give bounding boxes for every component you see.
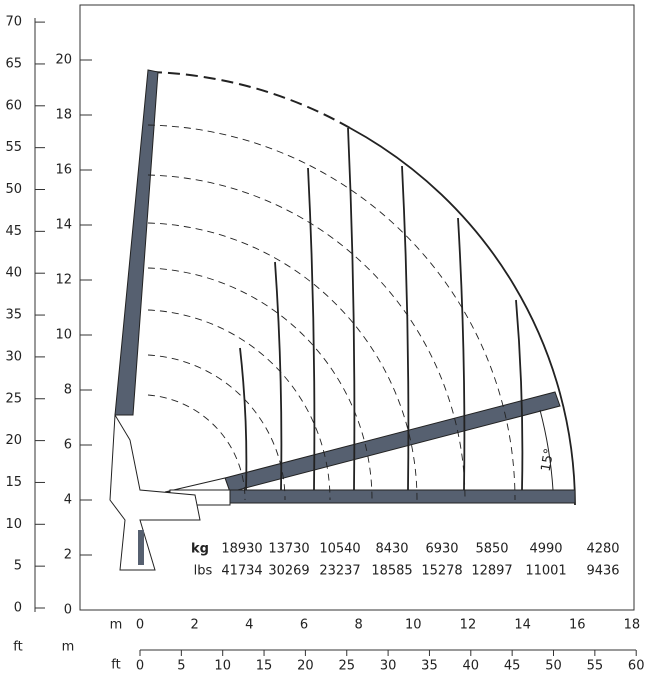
crane xyxy=(109,69,576,571)
ft-tick-label: 55 xyxy=(5,140,22,155)
m-tick-label: 20 xyxy=(55,53,72,68)
m-tick-label: 16 xyxy=(55,163,72,178)
ft-tick-label: 10 xyxy=(5,517,22,532)
lbs-value: 18585 xyxy=(371,564,412,579)
m-tick-label: 18 xyxy=(55,108,72,123)
lbs-value: 15278 xyxy=(421,564,462,579)
load-line xyxy=(274,261,283,491)
ft-tick-label: 5 xyxy=(177,659,185,674)
ft-tick-label: 70 xyxy=(5,15,22,30)
ft-tick-label: 35 xyxy=(421,659,438,674)
m-tick-label: 8 xyxy=(354,618,362,633)
m-tick-label: 12 xyxy=(460,618,477,633)
boom-vertical xyxy=(114,69,159,416)
radius-arc xyxy=(147,394,246,501)
ft-tick-label: 40 xyxy=(5,266,22,281)
ft-tick-label: 65 xyxy=(5,56,22,71)
ft-tick-label: 55 xyxy=(587,659,604,674)
kg-value: 4990 xyxy=(529,542,562,557)
cylinder xyxy=(138,530,144,565)
load-line xyxy=(515,299,524,491)
kg-value: 6930 xyxy=(425,542,458,557)
ft-tick-label: 45 xyxy=(5,224,22,239)
m-tick-label: 10 xyxy=(405,618,422,633)
lbs-value: 41734 xyxy=(221,564,262,579)
kg-value: 5850 xyxy=(475,542,508,557)
unit-label: ft xyxy=(111,658,120,673)
m-tick-label: 6 xyxy=(300,618,308,633)
chassis xyxy=(109,413,201,571)
m-tick-label: 6 xyxy=(64,438,72,453)
ft-tick-label: 45 xyxy=(504,659,521,674)
kg-value: 8430 xyxy=(375,542,408,557)
m-tick-label: 2 xyxy=(64,548,72,563)
ft-tick-label: 40 xyxy=(463,659,480,674)
lbs-value: 23237 xyxy=(319,564,360,579)
side-unit: ft xyxy=(13,640,22,655)
ft-tick-label: 60 xyxy=(628,659,645,674)
m-tick-label: 4 xyxy=(64,493,72,508)
kg-label: kg xyxy=(191,542,209,557)
m-tick-label: 0 xyxy=(136,618,144,633)
boom-horizontal xyxy=(229,489,576,504)
load-line xyxy=(401,165,410,491)
radius-arc xyxy=(147,267,373,501)
ft-tick-label: 10 xyxy=(214,659,231,674)
lbs-value: 9436 xyxy=(586,564,619,579)
m-tick-label: 12 xyxy=(55,273,72,288)
m-tick-label: 14 xyxy=(514,618,531,633)
kg-value: 13730 xyxy=(268,542,309,557)
ft-tick-label: 50 xyxy=(545,659,562,674)
outer-arc xyxy=(349,127,576,506)
ft-tick-label: 25 xyxy=(338,659,355,674)
load-line xyxy=(307,167,316,491)
kg-value: 4280 xyxy=(586,542,619,557)
ft-tick-label: 35 xyxy=(5,308,22,323)
angle-label: 15° xyxy=(539,447,558,472)
ft-tick-label: 30 xyxy=(5,349,22,364)
load-line xyxy=(347,127,356,491)
radius-arc xyxy=(147,174,466,501)
m-tick-label: 16 xyxy=(569,618,586,633)
m-tick-label: 2 xyxy=(191,618,199,633)
kg-value: 18930 xyxy=(221,542,262,557)
ft-tick-label: 5 xyxy=(14,559,22,574)
load-line xyxy=(457,217,466,491)
boom-angled xyxy=(224,391,561,493)
radius-arc xyxy=(147,309,331,501)
m-tick-label: 8 xyxy=(64,383,72,398)
lbs-value: 12897 xyxy=(471,564,512,579)
m-tick-label: 0 xyxy=(64,603,72,618)
frame xyxy=(79,4,635,611)
load-line xyxy=(239,347,248,491)
ft-tick-label: 25 xyxy=(5,391,22,406)
ft-tick-label: 0 xyxy=(14,601,22,616)
lbs-value: 11001 xyxy=(525,564,566,579)
unit-label: m xyxy=(110,618,123,633)
ft-tick-label: 20 xyxy=(297,659,314,674)
ft-tick-label: 0 xyxy=(136,659,144,674)
ft-tick-label: 50 xyxy=(5,182,22,197)
m-tick-label: 18 xyxy=(624,618,641,633)
ft-tick-label: 20 xyxy=(5,433,22,448)
side-unit: m xyxy=(62,640,75,655)
outer-arc xyxy=(149,71,351,129)
m-tick-label: 10 xyxy=(55,328,72,343)
ft-tick-label: 15 xyxy=(256,659,273,674)
m-tick-label: 14 xyxy=(55,218,72,233)
angle-arc xyxy=(539,409,554,491)
ft-tick-label: 15 xyxy=(5,475,22,490)
lbs-label: lbs xyxy=(194,564,213,579)
ft-tick-label: 60 xyxy=(5,98,22,113)
kg-value: 10540 xyxy=(319,542,360,557)
lbs-value: 30269 xyxy=(268,564,309,579)
radius-arc xyxy=(147,124,516,501)
radius-arc xyxy=(147,222,418,501)
ft-tick-label: 30 xyxy=(380,659,397,674)
m-tick-label: 4 xyxy=(245,618,253,633)
